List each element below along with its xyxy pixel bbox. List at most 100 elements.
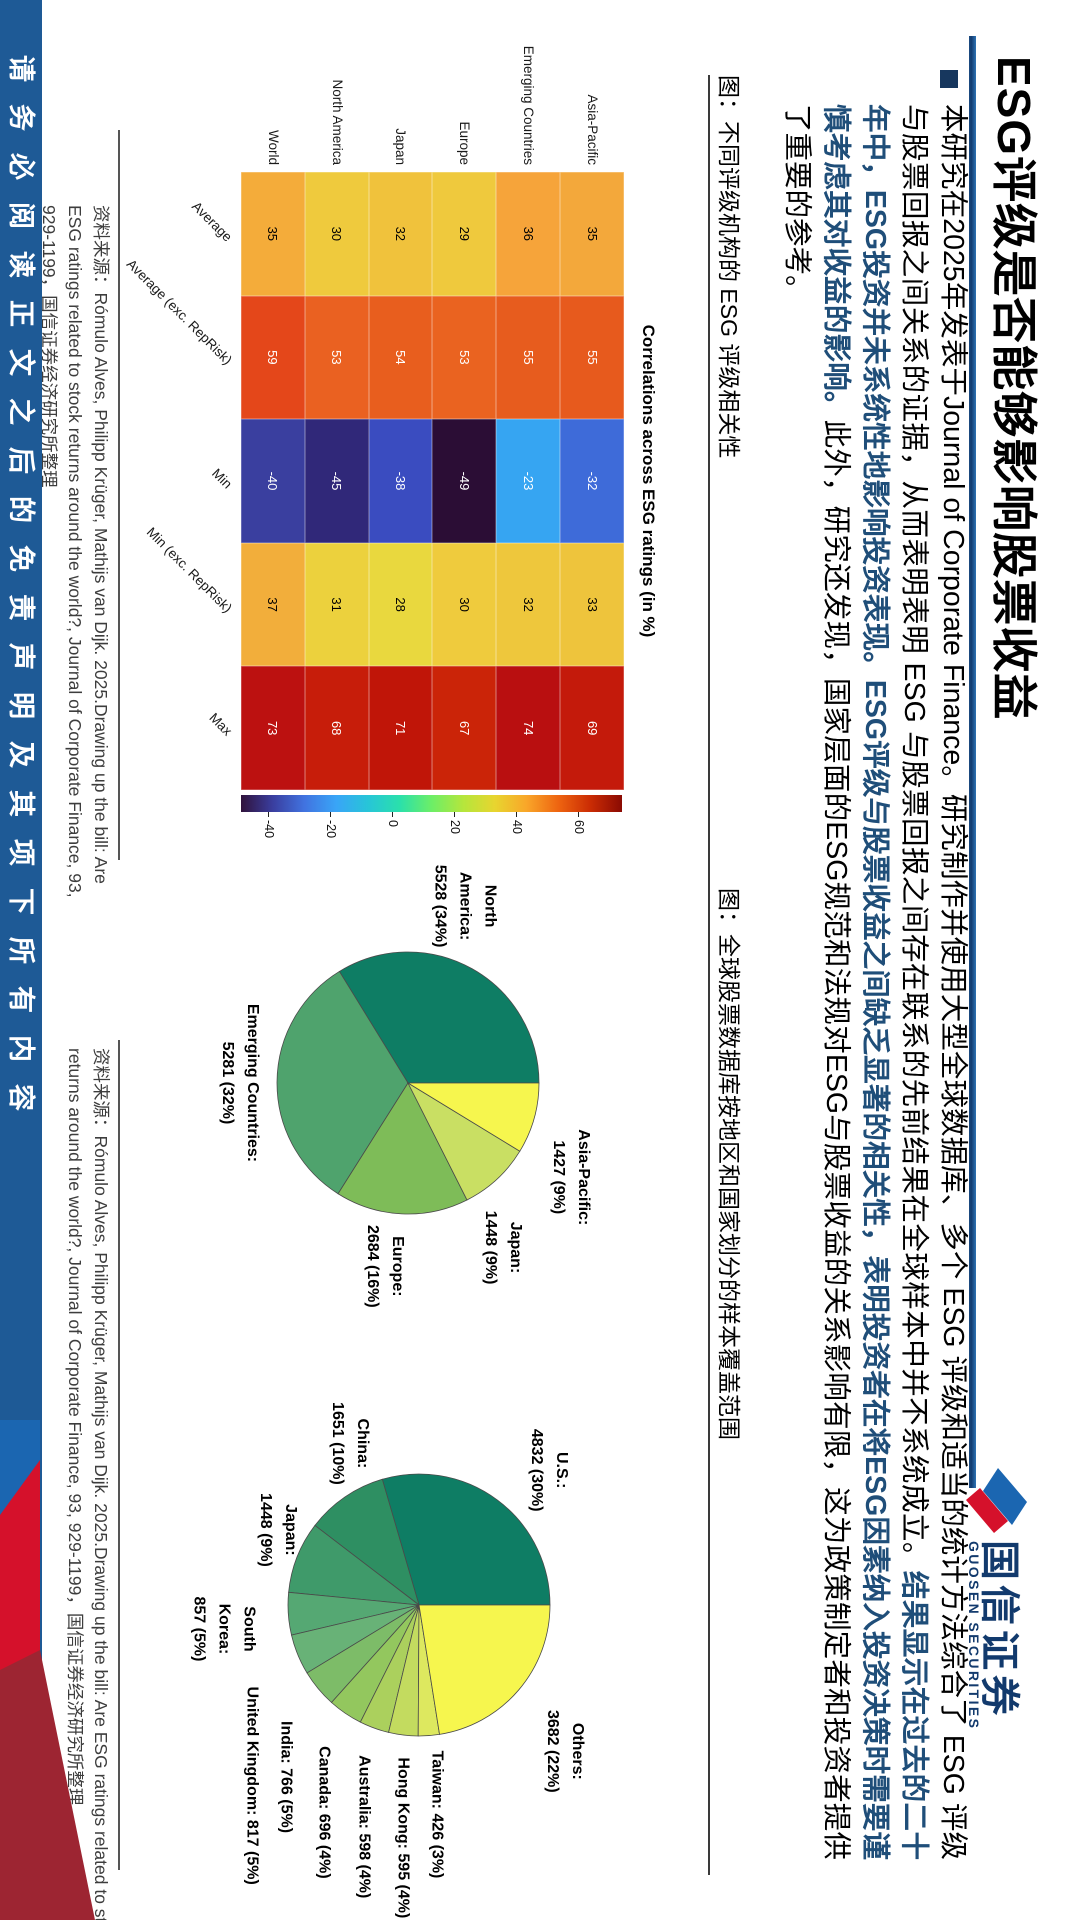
colorbar-tickmark [515, 812, 517, 817]
sample-by-region-svg [276, 951, 540, 1215]
heatmap-col-label: Min (exc. RepRisk) [143, 523, 235, 616]
heatmap-cell: 35 [240, 172, 305, 296]
pie-label-line: 857 (5%) [190, 1596, 208, 1662]
heatmap-cell: 33 [560, 542, 624, 667]
heatmap-cell: 32 [368, 172, 433, 296]
pie-slice-label: Hong Kong: 595 (4%) [390, 1757, 415, 1918]
pie-label-line: Korea: [215, 1603, 233, 1655]
pie-label-line: America: [456, 871, 474, 941]
guosen-logo: 国信证券 GUOSEN SECURITIES [944, 1462, 1034, 1882]
figure1-source-rule [118, 130, 120, 860]
colorbar-tickmark [453, 812, 455, 817]
heatmap-colorbar [241, 795, 622, 812]
pie-slice [314, 1478, 420, 1607]
figure2-caption: 图：全球股票数据库按地区和国家划分的样本覆盖范围 [716, 888, 742, 1440]
pie-label-line: 2684 (16%) [364, 1224, 382, 1308]
pie-slice-label: North America: 5528 (34%) [428, 865, 503, 948]
pie-slice [276, 970, 409, 1195]
heatmap-col-label: Average (exc. RepRisk) [123, 256, 235, 368]
heatmap-cell: 37 [240, 542, 305, 667]
pie-slice-label: U.S.: 4832 (30%) [524, 1429, 574, 1512]
pie-label-line: North [481, 884, 499, 928]
heatmap-cell: 36 [496, 172, 561, 296]
heatmap-row-label: Asia-Pacific [585, 94, 600, 165]
pie-slice [406, 1082, 540, 1152]
pie-label-line: Taiwan: 426 (3%) [428, 1750, 446, 1879]
pie-slice-label: United Kingdom: 817 (5%) [239, 1687, 264, 1885]
heatmap-cell: 73 [240, 666, 305, 790]
heatmap-cell: 68 [304, 666, 369, 790]
pie-country: U.S.: 4832 (30%) China: 1651 (10%) Japan: 144… [180, 1360, 660, 1920]
pie-label-line: China: [354, 1418, 372, 1469]
figure1-source: 资料来源：Rómulo Alves, Philipp Krüger, Mathi… [36, 205, 114, 898]
heatmap-cell: 69 [560, 666, 624, 790]
pie-slice-label: India: 766 (5%) [273, 1721, 298, 1833]
heatmap-cell: 53 [432, 295, 497, 420]
heatmap-cell: 28 [368, 542, 433, 667]
colorbar-tickmark [577, 812, 579, 817]
pie-label-line: United Kingdom: 817 (5%) [243, 1686, 261, 1885]
heatmap-cell: 53 [304, 295, 369, 420]
pie-slice [338, 951, 540, 1084]
pie-slice-label: Emerging Countries: 5281 (32%) [215, 1004, 265, 1162]
heatmap-cell: 59 [240, 295, 305, 420]
corner-ribbon-icon [0, 1420, 95, 1920]
pie-label-line: Europe: [389, 1236, 407, 1297]
bullet-square-icon [940, 70, 958, 88]
figure1-caption: 图：不同评级机构的 ESG 评级相关性 [716, 75, 742, 459]
logo-cn-text: 国信证券 [977, 1540, 1021, 1720]
figure1-caption-rule [708, 75, 710, 935]
source-line: 资料来源：Rómulo Alves, Philipp Krüger, Mathi… [91, 205, 111, 884]
pie-slice-label: Europe: 2684 (16%) [361, 1225, 411, 1308]
pie-slice-label: Australia: 598 (4%) [352, 1755, 377, 1898]
heatmap-cell: 55 [496, 295, 561, 420]
pie-label-line: U.S.: [553, 1452, 571, 1489]
heatmap-cell: 29 [432, 172, 497, 296]
pie-slice-label: China: 1651 (10%) [325, 1402, 375, 1485]
heatmap-cell: -32 [560, 419, 624, 543]
pie-label-line: Others: [569, 1722, 587, 1780]
heatmap-row-label: Emerging Countries [521, 45, 537, 165]
heatmap-cell: 71 [368, 666, 433, 790]
pie-slice [418, 1604, 551, 1735]
heatmap-cell: -45 [304, 419, 369, 543]
heatmap-cell: 54 [368, 295, 433, 420]
pie-label-line: Hong Kong: 595 (4%) [394, 1757, 412, 1919]
heatmap-cell: -23 [496, 419, 561, 543]
heatmap-figure: Correlations across ESG ratings (in %) 3… [42, 0, 662, 960]
sample-by-country-svg [287, 1473, 551, 1737]
pie-slice [337, 1082, 468, 1215]
page-title: ESG评级是否能够影响股票收益 [988, 56, 1040, 721]
pie-slice-label: Taiwan: 426 (3%) [424, 1751, 449, 1879]
heatmap-row-label: North America [329, 79, 345, 165]
heatmap-col-label: Max [206, 710, 235, 739]
heatmap-cell: 35 [560, 172, 624, 296]
pie-label-line: South [240, 1606, 258, 1652]
pie-label-line: Japan: [506, 1221, 524, 1274]
pie-label-line: 5528 (34%) [431, 864, 449, 948]
heatmap-col-label: Min [208, 465, 235, 492]
pie-label-line: Asia-Pacific: [575, 1129, 593, 1226]
pie-label-line: Canada: 696 (4%) [315, 1746, 333, 1879]
pie-label-line: Emerging Countries: [244, 1003, 262, 1163]
colorbar-tickmark [391, 812, 393, 817]
figure2-source-rule [118, 1040, 120, 1870]
heatmap-row-label: Europe [457, 121, 473, 165]
pie-label-line: 1448 (9%) [256, 1493, 274, 1567]
pie-label-line: 5281 (32%) [219, 1041, 237, 1125]
colorbar-tickmark [329, 812, 331, 817]
heatmap-row-label: World [265, 129, 281, 165]
heatmap-cell: 30 [432, 542, 497, 667]
heatmap-cell: 32 [496, 542, 561, 667]
heatmap-row-label: Japan [393, 128, 409, 165]
source-line: ESG ratings related to stock returns aro… [65, 205, 85, 898]
footer-disclaimer: 请务必阅读正文之后的免责声明及其项下所有内容 [6, 55, 36, 1133]
pie-label-line: 1651 (10%) [329, 1402, 347, 1485]
pie-slice [381, 1473, 551, 1606]
heatmap-cell: 31 [304, 542, 369, 667]
pie-label-line: 3682 (22%) [544, 1709, 562, 1793]
heatmap-cell: -49 [432, 419, 497, 543]
heatmap-cell: -40 [240, 419, 305, 543]
